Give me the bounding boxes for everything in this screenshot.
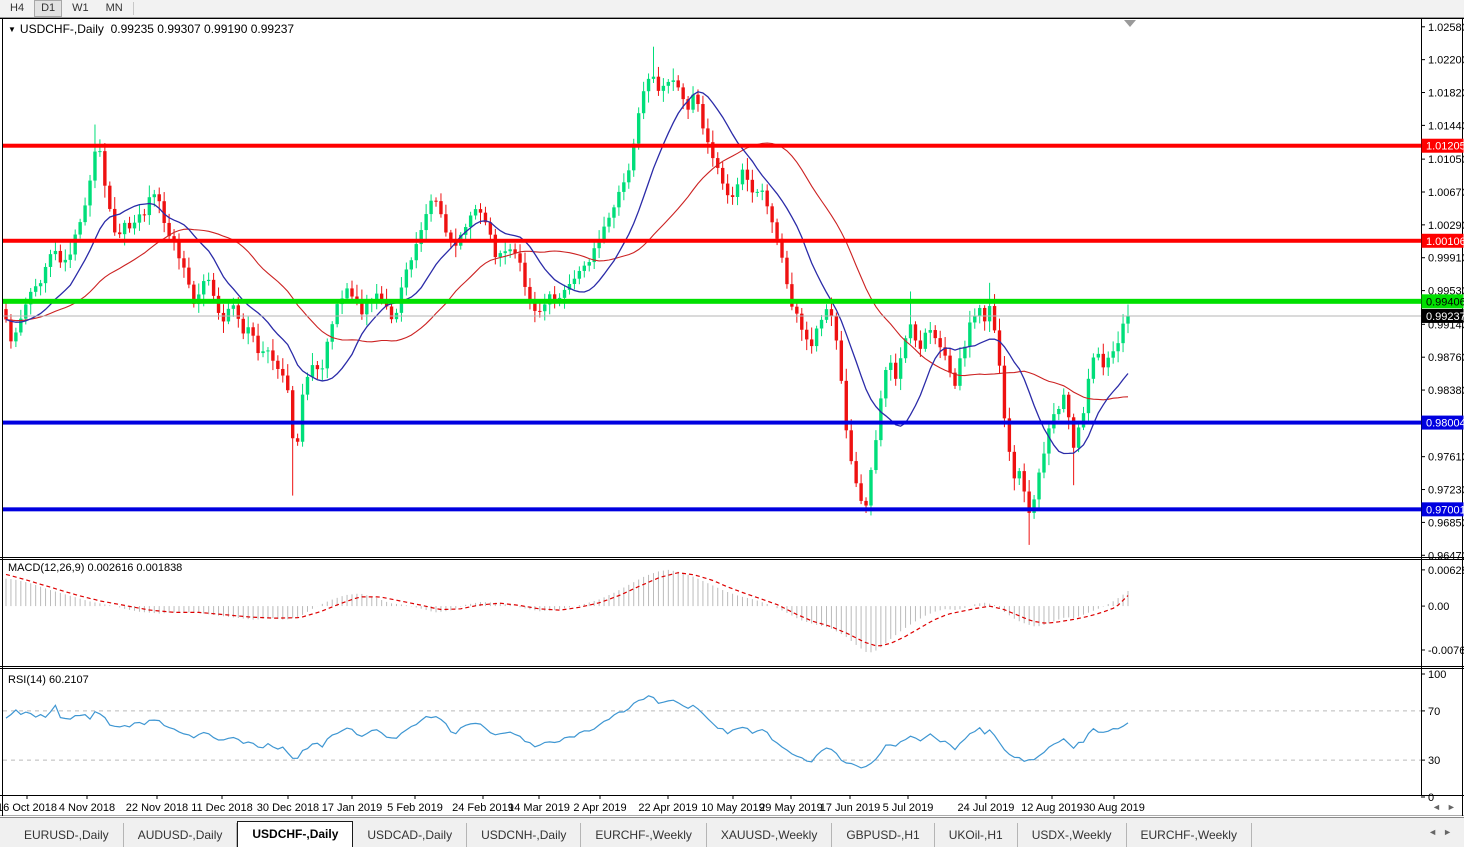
svg-text:24 Jul 2019: 24 Jul 2019 bbox=[958, 802, 1015, 814]
chart-tab-xauusd-weekly[interactable]: XAUUSD-,Weekly bbox=[707, 823, 833, 847]
svg-text:1.02580: 1.02580 bbox=[1428, 22, 1464, 34]
svg-text:0.006286: 0.006286 bbox=[1428, 565, 1464, 577]
date-axis[interactable]: 16 Oct 2018 4 Nov 2018 22 Nov 2018 11 Dec 2… bbox=[0, 795, 1145, 814]
timeframe-button-mn[interactable]: MN bbox=[105, 2, 123, 14]
svg-text:30 Dec 2018: 30 Dec 2018 bbox=[257, 802, 319, 814]
svg-text:12 Aug 2019: 12 Aug 2019 bbox=[1021, 802, 1083, 814]
svg-text:24 Feb 2019: 24 Feb 2019 bbox=[452, 802, 514, 814]
svg-text:0.97001: 0.97001 bbox=[1426, 504, 1464, 516]
svg-text:100: 100 bbox=[1428, 669, 1446, 681]
svg-text:5 Feb 2019: 5 Feb 2019 bbox=[387, 802, 443, 814]
timeframe-button-w1[interactable]: W1 bbox=[72, 2, 89, 14]
svg-text:22 Apr 2019: 22 Apr 2019 bbox=[638, 802, 697, 814]
svg-text:1.01205: 1.01205 bbox=[1426, 141, 1464, 153]
svg-text:0.97610: 0.97610 bbox=[1428, 452, 1464, 464]
chart-canvas[interactable]: 1.02580 1.02200 1.01820 1.01440 1.01050 1.006… bbox=[0, 18, 1464, 817]
chart-tab-eurusd-daily[interactable]: EURUSD-,Daily bbox=[10, 823, 124, 847]
svg-text:5 Jul 2019: 5 Jul 2019 bbox=[883, 802, 934, 814]
chart-tab-usdchf-daily[interactable]: USDCHF-,Daily bbox=[237, 821, 354, 847]
svg-text:1.02200: 1.02200 bbox=[1428, 55, 1464, 67]
svg-text:1.00106: 1.00106 bbox=[1426, 236, 1464, 248]
svg-text:0.99910: 0.99910 bbox=[1428, 253, 1464, 265]
svg-text:1.01820: 1.01820 bbox=[1428, 88, 1464, 100]
macd-values: 0.002616 0.001838 bbox=[87, 562, 183, 574]
svg-text:0.98004: 0.98004 bbox=[1426, 418, 1464, 430]
timeframe-toolbar: H4 D1 W1 MN bbox=[0, 0, 1464, 18]
chart-tab-eurchf-weekly[interactable]: EURCHF-,Weekly bbox=[581, 823, 707, 847]
svg-text:17 Jan 2019: 17 Jan 2019 bbox=[322, 802, 383, 814]
chart-shift-marker-icon[interactable] bbox=[1124, 20, 1136, 27]
collapse-triangle-icon[interactable]: ▼ bbox=[8, 25, 16, 34]
chart-tabs: EURUSD-,Daily AUDUSD-,Daily USDCHF-,Daily U… bbox=[0, 818, 1464, 847]
candles bbox=[4, 46, 1130, 545]
timeframe-button-d1[interactable]: D1 bbox=[34, 0, 63, 17]
tabs-scroll-right-icon[interactable]: ► bbox=[1443, 827, 1458, 837]
svg-text:0.99406: 0.99406 bbox=[1426, 296, 1464, 308]
svg-text:0.98760: 0.98760 bbox=[1428, 352, 1464, 364]
svg-text:29 May 2019: 29 May 2019 bbox=[759, 802, 823, 814]
horizontal-levels[interactable] bbox=[3, 143, 1421, 512]
svg-text:0.99237: 0.99237 bbox=[1426, 311, 1464, 323]
macd-panel[interactable]: 0.006286 0.00 -0.00762 bbox=[5, 565, 1464, 657]
svg-text:-0.00762: -0.00762 bbox=[1428, 645, 1464, 657]
panel-frames bbox=[0, 18, 1464, 816]
moving-averages bbox=[5, 91, 1129, 455]
chart-tab-usdx-weekly[interactable]: USDX-,Weekly bbox=[1018, 823, 1127, 847]
svg-text:22 Nov 2018: 22 Nov 2018 bbox=[126, 802, 188, 814]
svg-text:30: 30 bbox=[1428, 755, 1440, 767]
price-axis[interactable]: 1.02580 1.02200 1.01820 1.01440 1.01050 1.006… bbox=[1421, 22, 1464, 562]
svg-text:1.01050: 1.01050 bbox=[1428, 154, 1464, 166]
svg-text:70: 70 bbox=[1428, 706, 1440, 718]
svg-text:0.98380: 0.98380 bbox=[1428, 385, 1464, 397]
svg-text:0.96470: 0.96470 bbox=[1428, 550, 1464, 562]
svg-text:16 Oct 2018: 16 Oct 2018 bbox=[0, 802, 57, 814]
svg-text:1.01440: 1.01440 bbox=[1428, 120, 1464, 132]
chart-title: ▼ USDCHF-,Daily 0.99235 0.99307 0.99190 0… bbox=[8, 22, 294, 36]
chart-tab-audusd-daily[interactable]: AUDUSD-,Daily bbox=[124, 823, 238, 847]
rsi-indicator-label: RSI(14) 60.2107 bbox=[8, 674, 89, 686]
rsi-panel[interactable]: 100 70 30 0 bbox=[3, 669, 1446, 804]
svg-text:30 Aug 2019: 30 Aug 2019 bbox=[1083, 802, 1145, 814]
svg-text:2 Apr 2019: 2 Apr 2019 bbox=[573, 802, 626, 814]
scroll-right-icon[interactable]: ► bbox=[1446, 802, 1462, 812]
svg-text:14 Mar 2019: 14 Mar 2019 bbox=[508, 802, 570, 814]
svg-text:0.00: 0.00 bbox=[1428, 601, 1449, 613]
svg-text:11 Dec 2018: 11 Dec 2018 bbox=[191, 802, 253, 814]
svg-text:0: 0 bbox=[1428, 792, 1434, 804]
chart-tab-ukoil-h1[interactable]: UKOil-,H1 bbox=[935, 823, 1018, 847]
chart-tab-eurchf-weekly[interactable]: EURCHF-,Weekly bbox=[1127, 823, 1252, 847]
date-axis-scroll-arrows[interactable]: ◄► bbox=[1432, 802, 1462, 812]
ohlc-values: 0.99235 0.99307 0.99190 0.99237 bbox=[110, 22, 295, 36]
chart-tab-gbpusd-h1[interactable]: GBPUSD-,H1 bbox=[832, 823, 935, 847]
svg-text:1.00290: 1.00290 bbox=[1428, 220, 1464, 232]
chart-window[interactable]: 1.02580 1.02200 1.01820 1.01440 1.01050 1.006… bbox=[0, 18, 1464, 816]
svg-text:0.97230: 0.97230 bbox=[1428, 485, 1464, 497]
svg-text:0.96850: 0.96850 bbox=[1428, 517, 1464, 529]
timeframe-button-h4[interactable]: H4 bbox=[10, 2, 25, 14]
rsi-value: 60.2107 bbox=[48, 674, 89, 686]
svg-text:17 Jun 2019: 17 Jun 2019 bbox=[820, 802, 881, 814]
scroll-left-icon[interactable]: ◄ bbox=[1432, 802, 1447, 812]
svg-text:4 Nov 2018: 4 Nov 2018 bbox=[59, 802, 115, 814]
svg-text:10 May 2019: 10 May 2019 bbox=[701, 802, 765, 814]
symbol-label: USDCHF-,Daily bbox=[19, 22, 104, 36]
chart-tab-usdcnh-daily[interactable]: USDCNH-,Daily bbox=[467, 823, 582, 847]
macd-indicator-label: MACD(12,26,9) 0.002616 0.001838 bbox=[8, 562, 183, 574]
svg-text:1.00670: 1.00670 bbox=[1428, 187, 1464, 199]
toolbar-separator bbox=[132, 2, 134, 15]
chart-tab-usdcad-daily[interactable]: USDCAD-,Daily bbox=[353, 823, 468, 847]
chart-tabs-bar: EURUSD-,Daily AUDUSD-,Daily USDCHF-,Daily U… bbox=[0, 817, 1464, 847]
tabs-scroll-arrows[interactable]: ◄► bbox=[1428, 827, 1458, 837]
tabs-scroll-left-icon[interactable]: ◄ bbox=[1428, 827, 1444, 837]
